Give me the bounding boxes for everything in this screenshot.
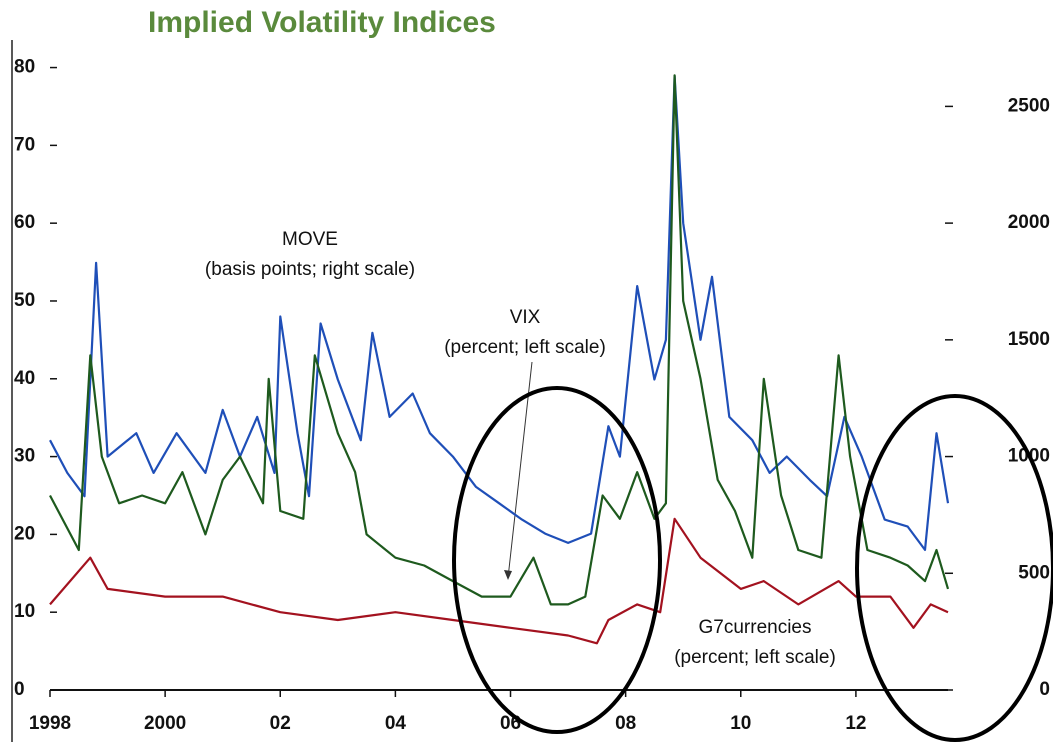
arrow bbox=[507, 361, 533, 579]
chart-title: Implied Volatility Indices bbox=[148, 6, 496, 39]
x-tick-label: 04 bbox=[385, 713, 407, 734]
y2-tick-label: 2500 bbox=[1008, 95, 1050, 116]
x-tick-label: 02 bbox=[270, 713, 291, 734]
annotation: MOVE bbox=[282, 229, 338, 250]
y-tick-label: 10 bbox=[14, 601, 35, 622]
y-tick-label: 70 bbox=[14, 134, 35, 155]
annotation: (percent; left scale) bbox=[444, 337, 606, 358]
highlight-ellipse bbox=[855, 394, 1053, 742]
y-tick-label: 80 bbox=[14, 57, 35, 78]
annotation: G7currencies bbox=[699, 617, 812, 638]
y-tick-label: 60 bbox=[14, 212, 35, 233]
series-line bbox=[49, 74, 950, 606]
series-line bbox=[49, 517, 949, 645]
annotation: (basis points; right scale) bbox=[205, 259, 415, 280]
x-tick-label: 12 bbox=[845, 713, 866, 734]
x-tick-label: 08 bbox=[615, 713, 636, 734]
y2-tick-label: 500 bbox=[1018, 562, 1050, 583]
annotation: VIX bbox=[510, 307, 541, 328]
highlight-ellipse bbox=[452, 386, 662, 734]
x-tick-label: 10 bbox=[730, 713, 751, 734]
series-line bbox=[49, 74, 950, 551]
x-tick-label: 06 bbox=[500, 713, 521, 734]
y2-tick-label: 2000 bbox=[1008, 212, 1050, 233]
arrow-head bbox=[504, 570, 512, 580]
x-tick-label: 1998 bbox=[29, 713, 71, 734]
annotation: (percent; left scale) bbox=[674, 647, 836, 668]
x-tick-label: 2000 bbox=[144, 713, 186, 734]
y-tick-label: 30 bbox=[14, 446, 35, 467]
y-tick-label: 20 bbox=[14, 523, 35, 544]
y-tick-label: 40 bbox=[14, 368, 35, 389]
y-tick-label: 50 bbox=[14, 290, 35, 311]
y-tick-label: 0 bbox=[14, 679, 25, 700]
y2-tick-label: 1500 bbox=[1008, 329, 1050, 350]
y2-tick-label: 0 bbox=[1039, 679, 1050, 700]
